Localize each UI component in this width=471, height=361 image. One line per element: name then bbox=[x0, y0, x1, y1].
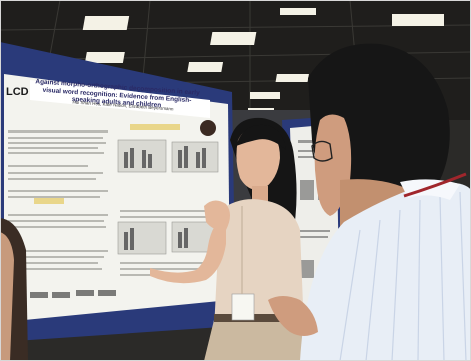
visitor-lanyard bbox=[403, 172, 467, 198]
ceiling-lights bbox=[82, 8, 444, 114]
name-badge bbox=[231, 293, 255, 321]
visitor-collar bbox=[400, 179, 460, 200]
presenter-face bbox=[236, 127, 280, 191]
visitor-shirt bbox=[300, 182, 471, 361]
poster-logo: LCD bbox=[6, 86, 29, 98]
shirt-stripes bbox=[339, 191, 467, 361]
poster-crest bbox=[200, 120, 216, 136]
poster-chart-bars bbox=[124, 146, 206, 250]
presenter-belt bbox=[214, 314, 304, 322]
poster-header bbox=[30, 80, 210, 118]
presenter-fringe bbox=[236, 124, 286, 150]
presenter-hand bbox=[204, 200, 230, 231]
main-poster bbox=[4, 74, 230, 322]
poster-footer-boxes bbox=[30, 290, 116, 298]
visitor-hands bbox=[268, 296, 318, 336]
poster-highlights bbox=[34, 124, 180, 204]
left-person-arm bbox=[0, 232, 14, 361]
visitor-glasses bbox=[311, 140, 333, 162]
presenter-arm bbox=[150, 216, 226, 284]
